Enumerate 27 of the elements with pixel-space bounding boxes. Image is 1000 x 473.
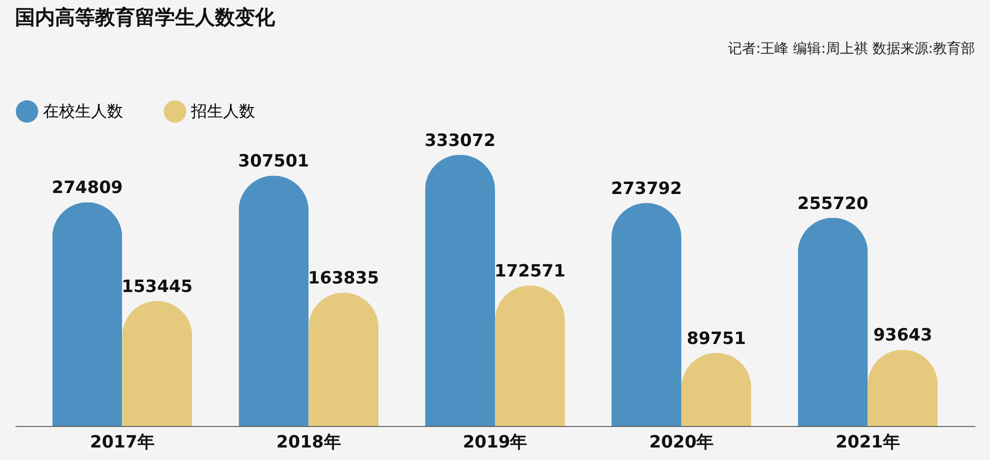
x-tick-label: 2020年 xyxy=(649,432,714,452)
data-label: 333072 xyxy=(424,130,496,151)
bar xyxy=(308,292,378,426)
bar xyxy=(238,176,309,426)
data-label: 172571 xyxy=(494,261,566,282)
data-label: 255720 xyxy=(797,194,869,214)
bar xyxy=(798,218,868,426)
data-label: 89751 xyxy=(686,328,746,349)
x-tick-label: 2018年 xyxy=(276,432,341,452)
text: 记者:王峰 编辑:周上祺 数据来源:教育部 xyxy=(728,40,975,57)
legend-label: 在校生人数 xyxy=(43,101,123,120)
x-tick-label: 2017年 xyxy=(90,432,154,452)
data-label: 273792 xyxy=(610,179,682,200)
bar xyxy=(612,203,682,426)
bar xyxy=(52,202,122,426)
data-label: 93643 xyxy=(873,326,932,346)
bar xyxy=(495,285,565,426)
x-tick-label: 2019年 xyxy=(462,432,528,452)
data-label: 274809 xyxy=(52,178,123,198)
data-label: 163835 xyxy=(308,268,380,289)
bar xyxy=(425,154,495,426)
bar xyxy=(122,301,192,426)
data-label: 153445 xyxy=(122,277,193,298)
chart-title: 国内高等教育留学生人数变化 xyxy=(15,5,276,29)
data-label: 307501 xyxy=(238,152,310,172)
x-tick-label: 2021年 xyxy=(836,432,900,452)
legend-label: 招生人数 xyxy=(190,101,255,120)
